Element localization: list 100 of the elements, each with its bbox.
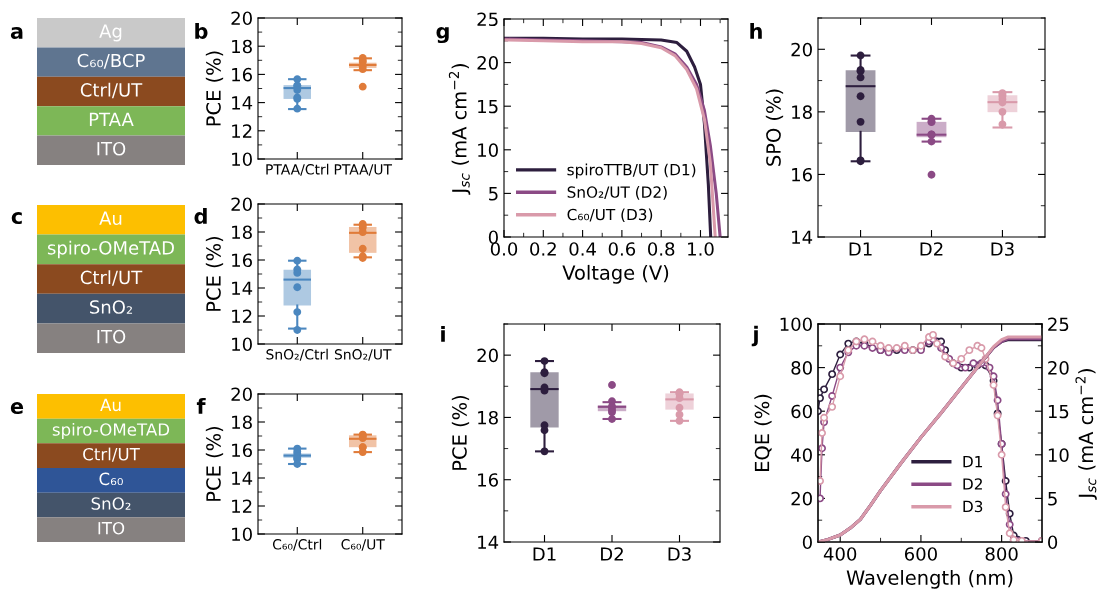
y-tick-label: 20: [231, 11, 252, 26]
x-tick-label: D2: [601, 547, 623, 561]
x-tick-label: D3: [668, 547, 691, 561]
y-tick-label: 18: [792, 105, 812, 119]
y-tick-label: 14: [232, 96, 253, 110]
y-tick-label: 18: [232, 39, 252, 54]
y2-tick-label: 10: [1048, 448, 1069, 462]
y-tick-label: 14: [232, 281, 253, 295]
category-label: Ctrl/UT: [80, 82, 143, 99]
chart-title: g: [436, 26, 449, 44]
y2-tick-label: 25: [1048, 317, 1069, 332]
x-tick-label: PTAA/Ctrl: [266, 163, 329, 176]
chart-title: i: [441, 325, 445, 342]
y-tick-label: 10: [478, 143, 498, 157]
y-axis-title: EQE (%): [754, 394, 772, 471]
y-tick-label: 12: [232, 309, 252, 323]
chart-title: f: [196, 397, 206, 414]
category-label: spiro-OMeTAD: [47, 240, 174, 259]
x-tick-label: 0.6: [608, 242, 636, 256]
x-tick-label: 600: [904, 547, 937, 561]
y-axis-title: SPO (%): [765, 89, 784, 166]
y-tick-label: 0: [802, 535, 812, 550]
category-label: SnO₂: [91, 497, 131, 510]
y-tick-label: 5: [489, 187, 498, 201]
y-tick-label: 20: [231, 387, 252, 402]
chart-title: b: [195, 22, 208, 40]
chart-title: d: [194, 207, 207, 225]
y-axis-title: PCE (%): [451, 395, 470, 470]
x-tick-label: SnO₂/Ctrl: [266, 348, 328, 361]
y-axis-title: J$_{sc}$ (mA cm$^{−2}$): [448, 64, 471, 195]
text: a: [10, 27, 23, 40]
legend-label: D2: [963, 478, 982, 490]
x-axis-title: Voltage (V): [562, 264, 669, 284]
legend-label: C₆₀/UT (D3): [567, 208, 653, 223]
y-tick-label: 14: [792, 230, 813, 244]
x-axis-title: Wavelength (nm): [846, 569, 1013, 589]
x-tick-label: D2: [920, 242, 943, 256]
y2-tick-label: 20: [1048, 361, 1069, 375]
y-tick-label: 16: [232, 253, 252, 268]
category-label: Ctrl/UT: [83, 447, 140, 462]
x-tick-label: D1: [533, 547, 556, 561]
y-axis-title: PCE (%): [205, 236, 224, 311]
y2-tick-label: 15: [1048, 404, 1069, 419]
x-tick-label: 400: [823, 547, 857, 561]
category-label: C₆₀/BCP: [77, 53, 145, 69]
y-tick-label: 10: [232, 152, 252, 167]
x-tick-label: 0.2: [530, 242, 556, 256]
category-label: ITO: [98, 521, 125, 535]
y-tick-label: 18: [478, 410, 498, 425]
y-axis-title: PCE (%): [205, 426, 224, 501]
category-label: ITO: [97, 329, 126, 344]
y2-tick-label: 5: [1048, 492, 1057, 506]
y-tick-label: 20: [231, 197, 252, 212]
y-tick-label: 0: [488, 230, 498, 245]
x-tick-label: 0.4: [569, 242, 596, 256]
category-label: Au: [100, 398, 121, 412]
category-label: SnO₂: [90, 300, 133, 314]
y-tick-label: 80: [791, 361, 812, 375]
y2-tick-label: 0: [1048, 535, 1058, 550]
y-tick-label: 100: [780, 317, 812, 332]
y-tick-label: 15: [478, 99, 498, 114]
x-tick-label: C₆₀/UT: [341, 539, 385, 551]
y-tick-label: 18: [232, 225, 252, 240]
x-tick-label: 800: [985, 547, 1018, 561]
x-tick-label: D1: [849, 242, 872, 256]
x-tick-label: 1.0: [688, 242, 714, 256]
y-tick-label: 12: [232, 499, 252, 513]
y-tick-label: 20: [791, 491, 812, 506]
legend-label: D1: [963, 456, 983, 468]
chart-title: j: [751, 325, 758, 347]
y-tick-label: 16: [792, 167, 812, 182]
y-tick-label: 18: [232, 415, 252, 430]
y-tick-label: 10: [232, 527, 252, 542]
y-tick-label: 25: [477, 12, 498, 27]
y-axis-title: PCE (%): [205, 51, 224, 126]
y-tick-label: 14: [232, 471, 253, 485]
legend-label: spiroTTB/UT (D1): [567, 163, 696, 179]
text: c: [11, 212, 22, 225]
x-tick-label: 0.0: [490, 242, 518, 256]
y-tick-label: 20: [477, 348, 498, 363]
category-label: Ctrl/UT: [80, 270, 143, 286]
category-label: spiro-OMeTAD: [52, 422, 170, 440]
y-tick-label: 20: [477, 56, 498, 70]
y-tick-label: 10: [232, 337, 252, 352]
legend-label: D3: [963, 500, 983, 513]
y-tick-label: 60: [791, 404, 812, 419]
chart-title: h: [750, 22, 762, 39]
y-tick-label: 20: [791, 42, 812, 57]
x-tick-label: SnO₂/UT: [334, 349, 392, 361]
x-tick-label: C₆₀/Ctrl: [272, 538, 322, 551]
y-tick-label: 16: [478, 473, 498, 487]
legend-label: SnO₂/UT (D2): [567, 186, 667, 200]
category-label: PTAA: [89, 112, 134, 126]
x-tick-label: 0.8: [648, 242, 675, 256]
y-tick-label: 14: [478, 535, 499, 549]
x-tick-label: PTAA/UT: [334, 164, 393, 176]
y2-axis-title: J$_{sc}$ (mA cm$^{−2}$): [1075, 369, 1097, 500]
y-tick-label: 16: [232, 443, 252, 458]
y-tick-label: 12: [232, 124, 252, 138]
y-tick-label: 40: [791, 448, 812, 462]
